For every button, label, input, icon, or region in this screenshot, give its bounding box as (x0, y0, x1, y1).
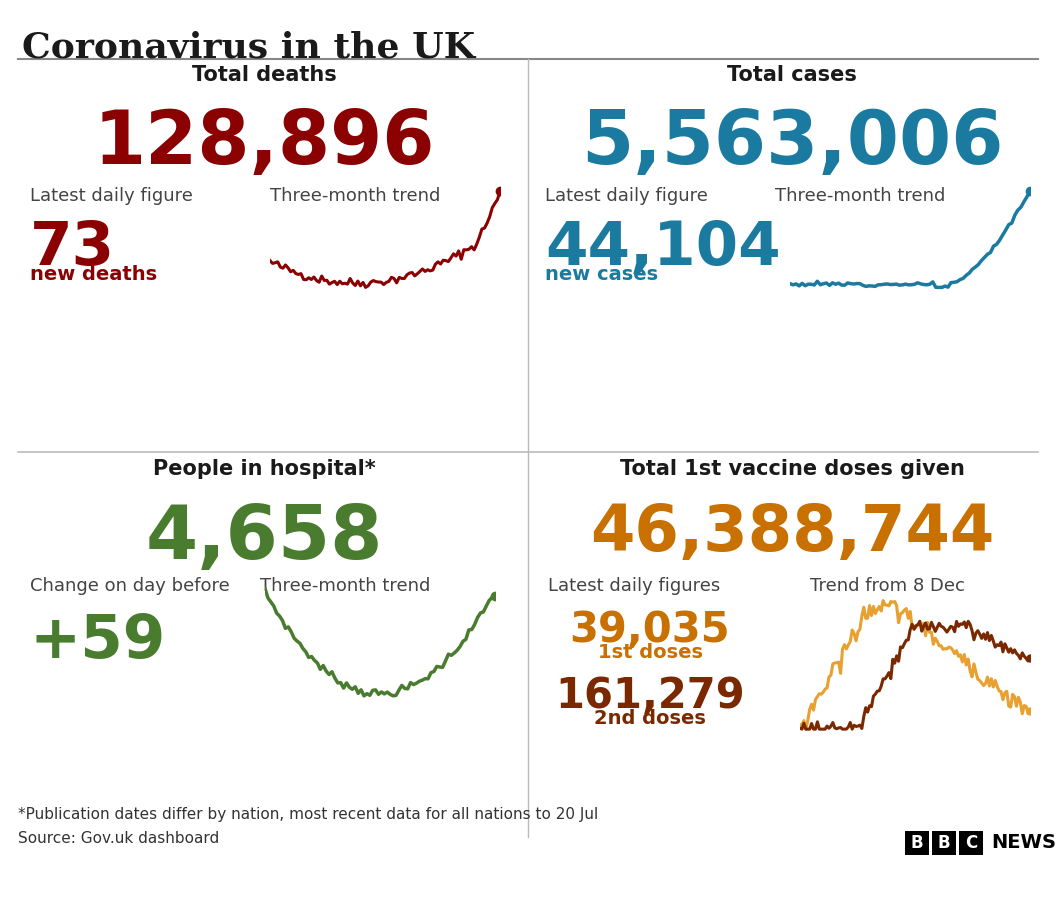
Text: 44,104: 44,104 (545, 219, 780, 278)
Text: Change on day before: Change on day before (30, 577, 230, 595)
Text: C: C (965, 834, 977, 852)
FancyBboxPatch shape (932, 831, 956, 855)
Text: 4,658: 4,658 (146, 502, 382, 575)
Text: Total cases: Total cases (728, 65, 856, 85)
Text: People in hospital*: People in hospital* (153, 459, 375, 479)
Text: Three-month trend: Three-month trend (260, 577, 431, 595)
Text: 5,563,006: 5,563,006 (581, 107, 1003, 180)
Text: +59: +59 (30, 612, 166, 671)
FancyBboxPatch shape (959, 831, 983, 855)
Text: Trend from 8 Dec: Trend from 8 Dec (810, 577, 965, 595)
Text: new deaths: new deaths (30, 265, 157, 284)
Text: Coronavirus in the UK: Coronavirus in the UK (22, 30, 475, 64)
Text: *Publication dates differ by nation, most recent data for all nations to 20 Jul: *Publication dates differ by nation, mos… (18, 807, 599, 822)
Text: 39,035: 39,035 (569, 609, 731, 651)
FancyBboxPatch shape (905, 831, 929, 855)
Text: Latest daily figures: Latest daily figures (548, 577, 720, 595)
Text: B: B (938, 834, 950, 852)
Text: Three-month trend: Three-month trend (775, 187, 945, 205)
Text: 1st doses: 1st doses (598, 643, 702, 662)
Text: 73: 73 (30, 219, 115, 278)
Text: B: B (910, 834, 923, 852)
Text: Three-month trend: Three-month trend (270, 187, 440, 205)
Text: Latest daily figure: Latest daily figure (30, 187, 193, 205)
Text: Total deaths: Total deaths (191, 65, 337, 85)
Text: 2nd doses: 2nd doses (595, 709, 706, 728)
Text: Total 1st vaccine doses given: Total 1st vaccine doses given (620, 459, 964, 479)
Text: Source: Gov.uk dashboard: Source: Gov.uk dashboard (18, 831, 220, 846)
Text: 161,279: 161,279 (555, 675, 744, 717)
Text: Latest daily figure: Latest daily figure (545, 187, 708, 205)
Text: 46,388,744: 46,388,744 (590, 502, 994, 564)
Text: new cases: new cases (545, 265, 658, 284)
Text: NEWS: NEWS (991, 834, 1056, 853)
Text: 128,896: 128,896 (93, 107, 435, 180)
